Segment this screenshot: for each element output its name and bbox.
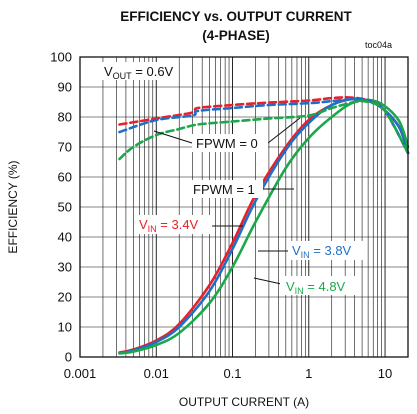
chart-title: EFFICIENCY vs. OUTPUT CURRENT (120, 9, 352, 24)
y-tick-label: 100 (50, 50, 72, 65)
y-tick-label: 20 (58, 290, 72, 305)
vin38-label-bg (288, 241, 364, 260)
x-tick-label: 0.01 (144, 366, 169, 381)
chart-tag: toc04a (365, 40, 392, 50)
series-layer (118, 96, 410, 355)
series-line-5 (118, 99, 410, 161)
plot-frame (79, 56, 409, 358)
y-tick-labels: 0 10 20 30 40 50 60 70 80 90 100 (50, 50, 72, 365)
vin48-label-bg (280, 276, 356, 295)
x-axis-label: OUTPUT CURRENT (A) (179, 395, 309, 409)
x-tick-labels: 0.001 0.01 0.1 1 10 (64, 366, 393, 381)
x-tick-label: 0.1 (223, 366, 241, 381)
vout-label: VOUT = 0.6V (104, 64, 174, 81)
x-tick-label: 1 (305, 366, 312, 381)
chart-subtitle: (4-PHASE) (202, 28, 270, 43)
fpwm0-leader-right (267, 117, 301, 144)
y-tick-label: 50 (58, 200, 72, 215)
fpwm1-label: FPWM = 1 (193, 182, 255, 197)
y-axis-label: EFFICIENCY (%) (6, 160, 20, 253)
x-tick-label: 0.001 (64, 366, 97, 381)
fpwm1-label-bg (188, 180, 263, 198)
fpwm0-label: FPWM = 0 (196, 136, 258, 151)
vin34-label-bg (135, 215, 211, 234)
y-tick-label: 30 (58, 260, 72, 275)
y-tick-label: 0 (65, 350, 72, 365)
y-tick-label: 90 (58, 80, 72, 95)
series-line-4 (118, 97, 410, 155)
y-tick-label: 60 (58, 170, 72, 185)
vout-label-bg (98, 62, 168, 80)
series-line-2 (118, 98, 410, 355)
vin38-label: VIN = 3.8V (292, 243, 352, 260)
y-tick-label: 80 (58, 110, 72, 125)
y-tick-label: 10 (58, 320, 72, 335)
y-tick-label: 70 (58, 140, 72, 155)
fpwm0-leader-left (153, 130, 193, 144)
x-tick-label: 10 (378, 366, 392, 381)
y-tick-label: 40 (58, 230, 72, 245)
fpwm0-label-bg (192, 134, 268, 152)
vin48-label: VIN = 4.8V (286, 279, 346, 296)
vin34-label: VIN = 3.4V (139, 217, 199, 234)
